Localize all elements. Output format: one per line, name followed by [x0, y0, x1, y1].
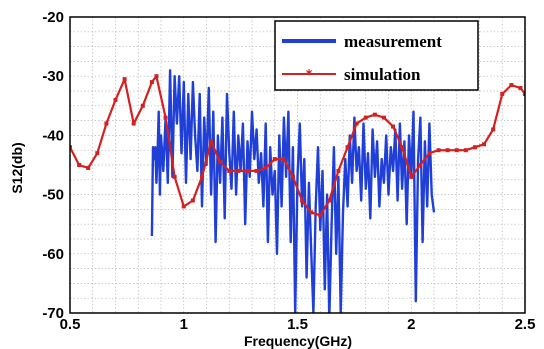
- y-tick-labels: -20 -30 -40 -50 -60 -70: [42, 9, 64, 322]
- data-point-simulation: [181, 204, 186, 209]
- series-line-measurement: [150, 69, 436, 313]
- data-point-simulation: [163, 115, 168, 120]
- data-point-simulation: [372, 112, 377, 117]
- data-point-simulation: [245, 168, 250, 173]
- data-point-simulation: [199, 174, 204, 179]
- data-point-simulation: [104, 121, 109, 126]
- data-point-simulation: [113, 97, 118, 102]
- y-tick-label: -20: [42, 9, 64, 26]
- data-point-simulation: [336, 168, 341, 173]
- data-point-simulation: [95, 151, 100, 156]
- legend-label-simulation: simulation: [344, 65, 421, 84]
- data-point-simulation: [445, 148, 450, 153]
- data-point-simulation: [131, 121, 136, 126]
- data-point-simulation: [172, 174, 177, 179]
- data-point-simulation: [227, 168, 232, 173]
- series-line-simulation: [70, 75, 525, 217]
- x-tick-labels: 0.5 1 1.5 2 2.5: [60, 316, 536, 333]
- legend-marker-simulation: *: [306, 68, 313, 83]
- data-point-simulation: [254, 168, 259, 173]
- x-tick-label: 2: [407, 316, 415, 333]
- y-tick-label: -70: [42, 305, 64, 322]
- data-point-simulation: [149, 80, 154, 85]
- data-point-simulation: [491, 127, 496, 132]
- data-point-simulation: [523, 91, 525, 96]
- data-point-simulation: [400, 145, 405, 150]
- data-point-simulation: [86, 165, 91, 170]
- data-point-simulation: [409, 174, 414, 179]
- x-tick-label: 2.5: [515, 316, 536, 333]
- data-point-simulation: [209, 139, 214, 144]
- x-tick-label: 1: [180, 316, 188, 333]
- data-point-simulation: [290, 174, 295, 179]
- y-tick-label: -60: [42, 246, 64, 263]
- data-point-simulation: [354, 121, 359, 126]
- data-point-simulation: [509, 83, 514, 88]
- series-layer: [70, 69, 525, 313]
- data-point-simulation: [363, 115, 368, 120]
- data-point-simulation: [463, 148, 468, 153]
- y-tick-label: -40: [42, 127, 64, 144]
- y-tick-label: -50: [42, 187, 64, 204]
- data-point-simulation: [70, 145, 72, 150]
- plot-frame: [69, 16, 526, 314]
- data-point-simulation: [318, 213, 323, 218]
- y-axis-label: S12(db): [9, 142, 25, 193]
- data-point-simulation: [518, 86, 523, 91]
- data-point-simulation: [482, 142, 487, 147]
- x-tick-label: 0.5: [60, 316, 81, 333]
- data-point-simulation: [272, 157, 277, 162]
- legend-label-measurement: measurement: [344, 32, 442, 51]
- data-point-simulation: [391, 124, 396, 129]
- legend-box: [274, 20, 479, 91]
- data-point-simulation: [218, 160, 223, 165]
- data-point-simulation: [77, 163, 82, 167]
- x-axis-label: Frequency(GHz): [244, 333, 352, 349]
- data-point-simulation: [263, 165, 268, 170]
- data-point-simulation: [236, 168, 241, 173]
- legend: measurement * simulation: [274, 20, 479, 91]
- data-point-simulation: [140, 103, 145, 108]
- data-point-simulation: [190, 198, 195, 203]
- data-point-simulation: [154, 74, 159, 79]
- data-point-simulation: [122, 77, 127, 82]
- data-point-simulation: [454, 148, 459, 153]
- data-point-simulation: [327, 198, 332, 203]
- data-point-simulation: [309, 210, 314, 215]
- data-point-simulation: [436, 148, 441, 153]
- data-point-simulation: [281, 157, 286, 162]
- y-tick-label: -30: [42, 68, 64, 85]
- data-point-simulation: [427, 151, 432, 156]
- data-point-simulation: [381, 115, 386, 120]
- data-point-simulation: [300, 198, 305, 203]
- data-point-simulation: [345, 145, 350, 150]
- data-point-simulation: [472, 145, 477, 150]
- data-point-simulation: [500, 91, 505, 96]
- data-point-simulation: [418, 163, 423, 167]
- x-tick-label: 1.5: [287, 316, 308, 333]
